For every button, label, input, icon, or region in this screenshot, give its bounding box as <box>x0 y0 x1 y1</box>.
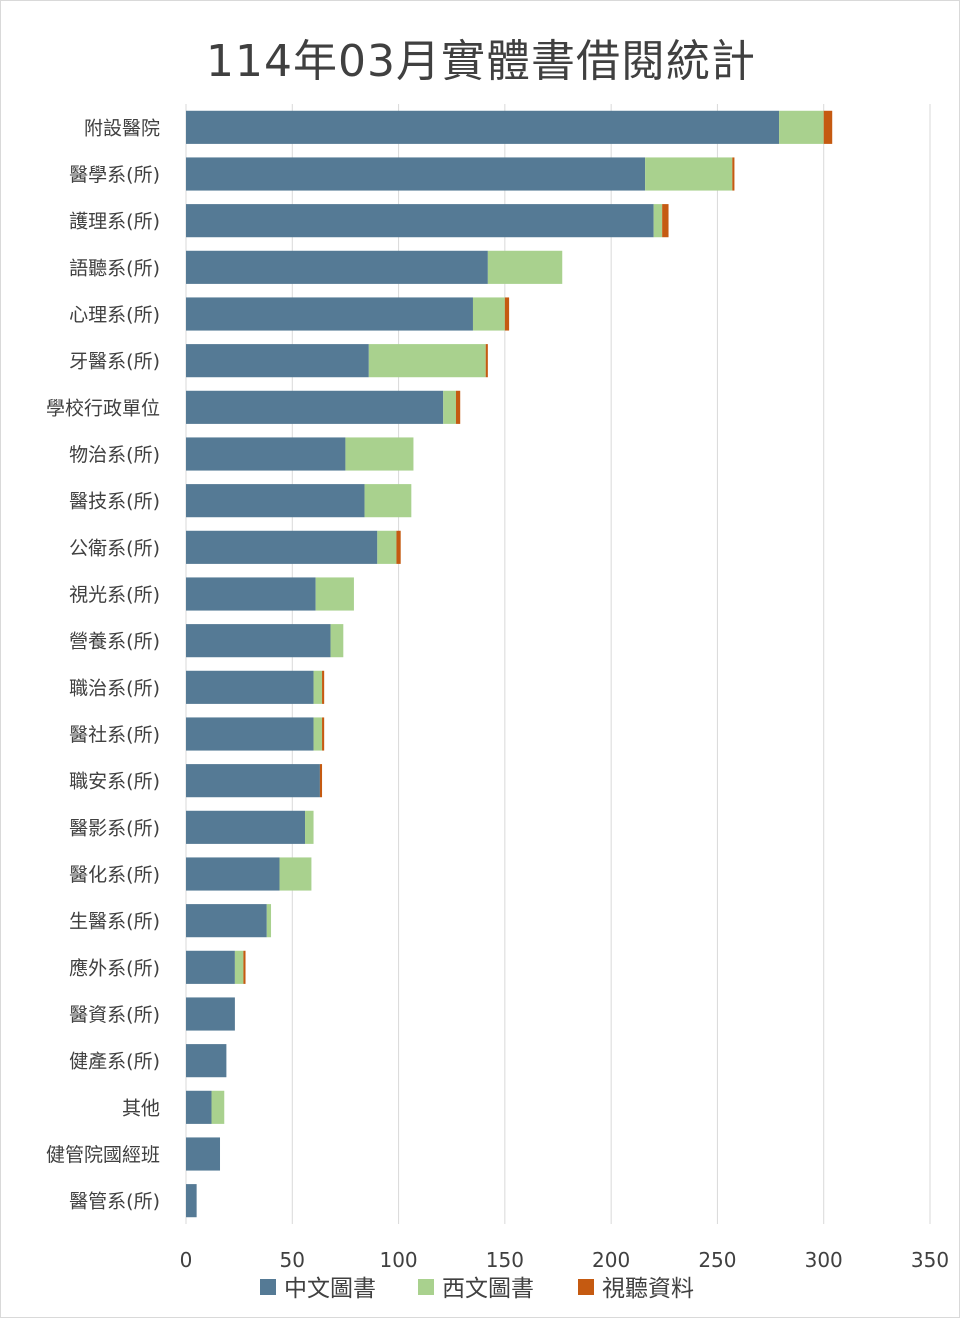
category-label: 健產系(所) <box>69 1051 160 1073</box>
bar-segment <box>330 624 344 658</box>
category-label: 心理系(所) <box>69 304 160 326</box>
category-label: 醫管系(所) <box>69 1191 160 1213</box>
bar-segment <box>186 717 314 751</box>
bar-segment <box>377 530 397 564</box>
bar-segment <box>186 950 235 984</box>
x-tick-label: 100 <box>379 1248 417 1272</box>
bar-segment <box>186 904 267 938</box>
bar-segment <box>315 577 354 611</box>
bar-segment <box>234 950 244 984</box>
bar-segment <box>186 577 316 611</box>
legend: 中文圖書 西文圖書 視聽資料 <box>260 1276 694 1302</box>
bar-segment <box>186 1044 227 1078</box>
bar-segment <box>645 157 733 191</box>
bar-segment <box>455 390 461 424</box>
bar-segment <box>313 717 323 751</box>
bar-segment <box>779 110 824 144</box>
category-label: 醫化系(所) <box>69 864 160 886</box>
gridlines <box>185 104 931 1224</box>
category-label: 公衛系(所) <box>69 537 160 559</box>
bar-segment <box>322 670 325 704</box>
bar-segment <box>186 670 314 704</box>
bar-segment <box>186 764 320 798</box>
bar-segment <box>313 670 323 704</box>
bar-segment <box>211 1090 225 1124</box>
bar-segment <box>186 297 473 331</box>
bar-segment <box>186 1137 221 1171</box>
bar-segment <box>319 764 323 798</box>
legend-label: 視聽資料 <box>602 1276 694 1302</box>
category-label: 生醫系(所) <box>69 911 160 933</box>
bar-segment <box>662 204 669 238</box>
category-label: 護理系(所) <box>69 211 160 233</box>
bar-segment <box>186 484 365 518</box>
legend-swatch <box>260 1279 276 1295</box>
category-label: 醫學系(所) <box>69 164 160 186</box>
bar-segment <box>279 857 312 891</box>
x-tick-label: 350 <box>911 1248 949 1272</box>
bar-segment <box>186 437 346 471</box>
bar-segment <box>243 950 246 984</box>
bar-segment <box>186 344 369 378</box>
x-tick-label: 250 <box>698 1248 736 1272</box>
bar-segment <box>186 1090 212 1124</box>
bar-segment <box>368 344 486 378</box>
bar-segment <box>487 250 563 284</box>
x-tick-label: 200 <box>592 1248 630 1272</box>
category-label: 語聽系(所) <box>69 257 160 279</box>
category-label: 職安系(所) <box>69 771 160 793</box>
bar-segment <box>443 390 456 424</box>
bar-segment <box>396 530 401 564</box>
x-tick-label: 50 <box>280 1248 305 1272</box>
bar-segment <box>732 157 735 191</box>
bars <box>186 110 833 1218</box>
legend-swatch <box>418 1279 434 1295</box>
bar-segment <box>186 250 488 284</box>
bar-segment <box>186 390 444 424</box>
bar-segment <box>823 110 833 144</box>
category-label: 其他 <box>122 1097 160 1119</box>
category-label: 應外系(所) <box>69 956 160 979</box>
category-label: 醫社系(所) <box>69 724 160 746</box>
bar-segment <box>266 904 272 938</box>
x-tick-label: 300 <box>805 1248 843 1272</box>
bar-segment <box>186 1184 197 1218</box>
bar-segment <box>186 110 780 144</box>
bar-segment <box>345 437 414 471</box>
bar-segment <box>186 157 646 191</box>
category-label: 醫資系(所) <box>69 1004 160 1026</box>
x-tick-labels: 0 50 100 150 200 250 300 350 <box>180 1248 949 1272</box>
legend-label: 西文圖書 <box>442 1276 534 1302</box>
bar-segment <box>186 810 306 844</box>
bar-segment <box>485 344 488 378</box>
category-label: 醫影系(所) <box>69 817 160 839</box>
bar-segment <box>472 297 505 331</box>
bar-segment <box>305 810 314 844</box>
bar-segment <box>186 624 331 658</box>
bar-segment <box>364 484 412 518</box>
category-label: 職治系(所) <box>69 677 160 699</box>
chart-title: 114年03月實體書借閱統計 <box>206 36 756 87</box>
bar-segment <box>186 997 235 1031</box>
category-label: 健管院國經班 <box>46 1144 160 1166</box>
x-tick-label: 150 <box>486 1248 524 1272</box>
category-label: 學校行政單位 <box>46 397 160 419</box>
bar-segment <box>653 204 663 238</box>
category-label: 醫技系(所) <box>69 491 160 513</box>
category-label: 營養系(所) <box>69 631 160 653</box>
category-label: 視光系(所) <box>69 584 160 606</box>
bar-segment <box>504 297 510 331</box>
bar-segment <box>322 717 325 751</box>
category-label: 物治系(所) <box>69 444 160 466</box>
legend-label: 中文圖書 <box>284 1276 376 1302</box>
legend-swatch <box>578 1279 594 1295</box>
category-label: 牙醫系(所) <box>69 351 160 373</box>
bar-segment <box>186 530 378 564</box>
bar-segment <box>186 857 280 891</box>
category-label: 附設醫院 <box>84 117 160 139</box>
bar-segment <box>186 204 654 238</box>
x-tick-label: 0 <box>180 1248 193 1272</box>
